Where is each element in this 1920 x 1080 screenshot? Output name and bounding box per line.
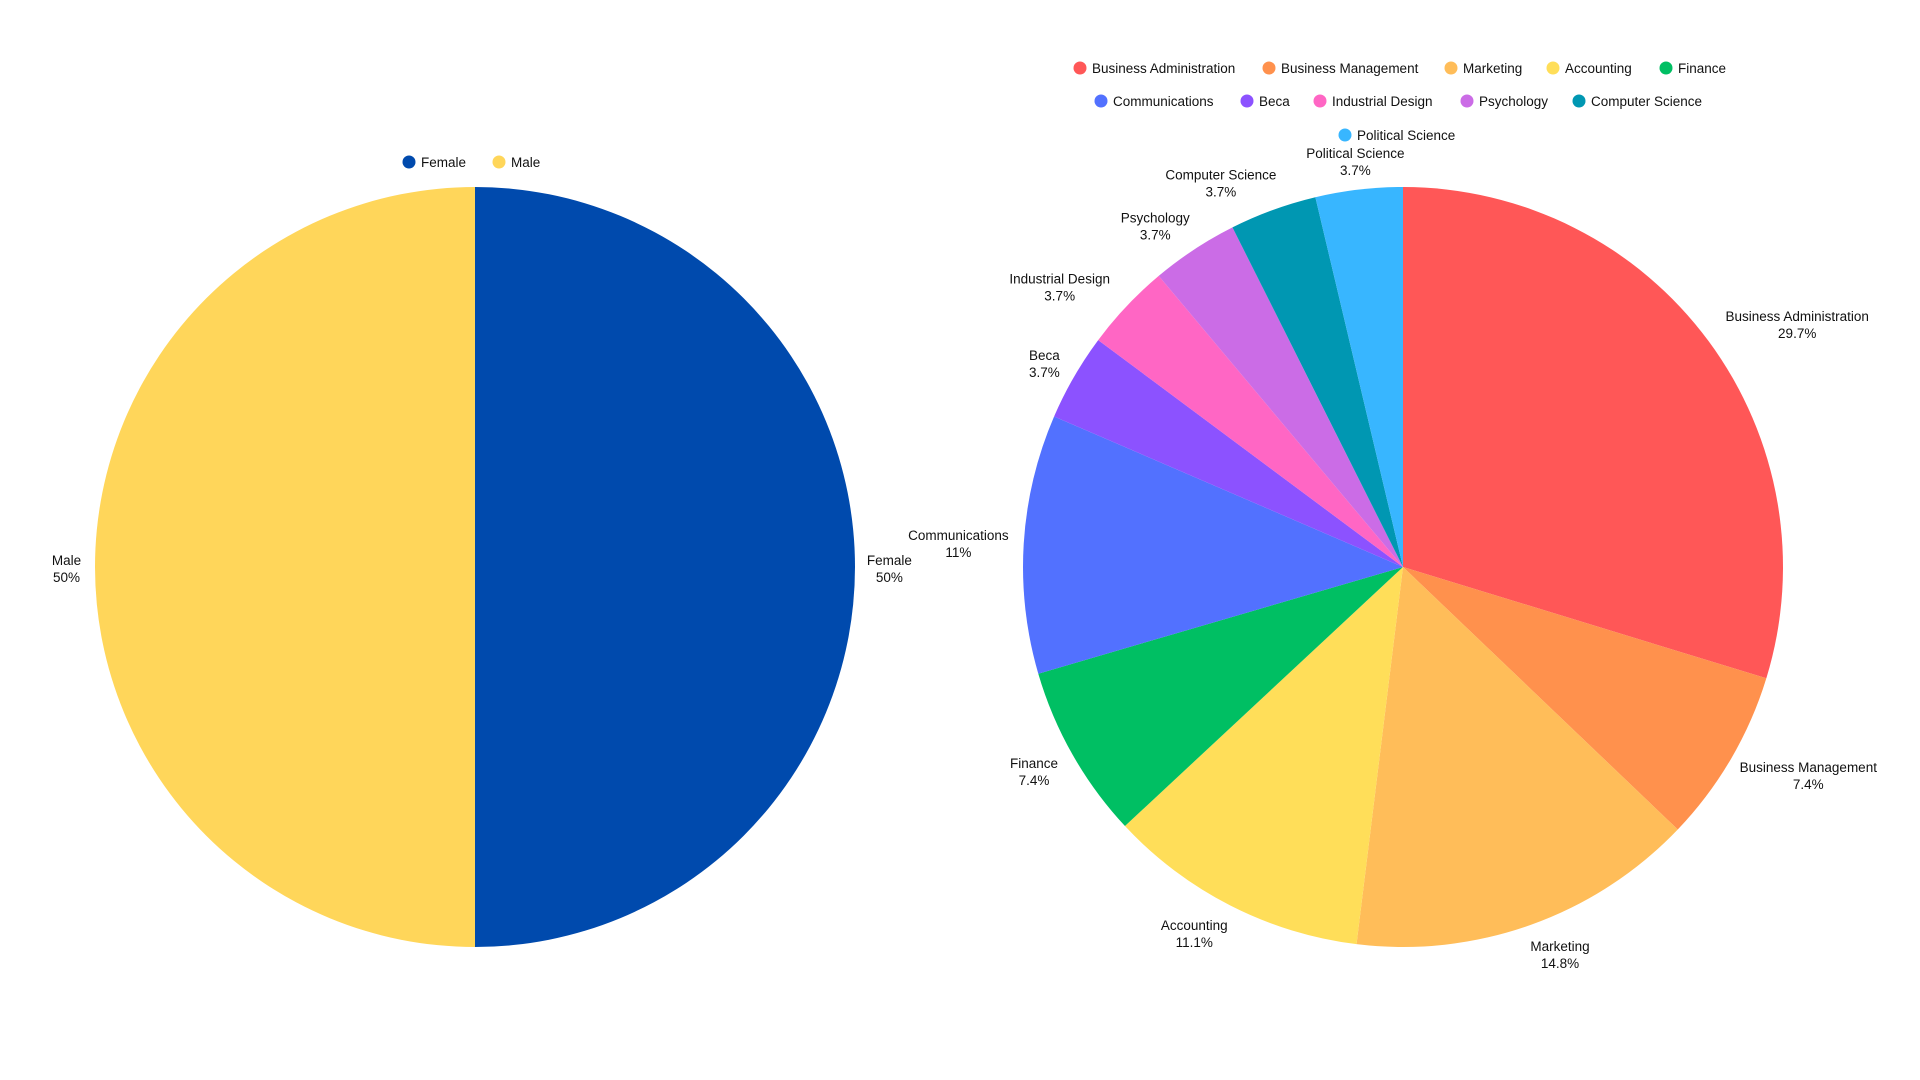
pie-slice-business-management bbox=[1403, 567, 1767, 830]
slice-label-male: Male bbox=[52, 553, 81, 568]
slice-value-political-science: 3.7% bbox=[1340, 163, 1371, 178]
legend-label-business-administration: Business Administration bbox=[1092, 61, 1235, 76]
slice-label-communications: Communications bbox=[908, 528, 1009, 543]
legend-label-communications: Communications bbox=[1113, 94, 1214, 109]
slice-label-beca: Beca bbox=[1029, 348, 1060, 363]
pie-slice-finance bbox=[1038, 567, 1403, 827]
pie-chart-1: Female 50% Male 50% Female Male bbox=[52, 155, 912, 947]
pie-slice-accounting bbox=[1124, 567, 1403, 945]
pie-slice-political-science bbox=[1315, 187, 1403, 567]
legend-label-finance: Finance bbox=[1678, 61, 1726, 76]
legend-swatch-psychology bbox=[1460, 94, 1474, 108]
legend-swatch-business-administration bbox=[1073, 61, 1087, 75]
slice-value-male: 50% bbox=[53, 570, 80, 585]
legend-swatch-marketing bbox=[1444, 61, 1458, 75]
legend-label-marketing: Marketing bbox=[1463, 61, 1522, 76]
legend-label-political-science: Political Science bbox=[1357, 128, 1455, 143]
legend-swatch-business-management bbox=[1262, 61, 1276, 75]
legend-2: Business Administration Business Manageme… bbox=[1073, 61, 1726, 143]
legend-swatch-finance bbox=[1659, 61, 1673, 75]
slice-label-accounting: Accounting bbox=[1161, 918, 1228, 933]
legend-swatch-communications bbox=[1094, 94, 1108, 108]
slice-label-psychology: Psychology bbox=[1121, 210, 1190, 225]
legend-label-computer-science: Computer Science bbox=[1591, 94, 1702, 109]
pie-slice-female bbox=[475, 187, 855, 947]
pie-slice-marketing bbox=[1356, 567, 1678, 948]
pie-slice-computer-science bbox=[1232, 197, 1403, 568]
slice-value-beca: 3.7% bbox=[1029, 365, 1060, 380]
slice-value-psychology: 3.7% bbox=[1140, 227, 1171, 242]
pie-slice-beca bbox=[1054, 340, 1403, 567]
slice-label-female: Female bbox=[867, 553, 912, 568]
legend-label-industrial-design: Industrial Design bbox=[1332, 94, 1433, 109]
slice-value-communications: 11% bbox=[945, 545, 971, 560]
slice-label-industrial-design: Industrial Design bbox=[1009, 272, 1110, 287]
legend-swatch-accounting bbox=[1546, 61, 1560, 75]
legend-swatch-political-science bbox=[1338, 128, 1352, 142]
slice-value-computer-science: 3.7% bbox=[1206, 185, 1237, 200]
slice-label-finance: Finance bbox=[1010, 756, 1058, 771]
legend-label-business-management: Business Management bbox=[1281, 61, 1419, 76]
slice-label-business-administration: Business Administration bbox=[1726, 309, 1869, 324]
slice-label-computer-science: Computer Science bbox=[1165, 168, 1276, 183]
pie-chart-2: Business Administration 29.7% Business Man… bbox=[908, 61, 1877, 971]
legend-swatch-female bbox=[402, 155, 416, 169]
legend-swatch-beca bbox=[1240, 94, 1254, 108]
slice-value-finance: 7.4% bbox=[1019, 773, 1050, 788]
legend-1: Female Male bbox=[402, 155, 540, 170]
legend-label-accounting: Accounting bbox=[1565, 61, 1632, 76]
slice-label-marketing: Marketing bbox=[1530, 939, 1589, 954]
pie-slice-industrial-design bbox=[1098, 275, 1403, 567]
legend-label-female: Female bbox=[421, 155, 466, 170]
pie-slice-psychology bbox=[1158, 227, 1403, 568]
legend-label-beca: Beca bbox=[1259, 94, 1290, 109]
slice-value-female: 50% bbox=[876, 570, 903, 585]
slice-value-accounting: 11.1% bbox=[1176, 935, 1213, 950]
slice-value-business-management: 7.4% bbox=[1793, 777, 1824, 792]
pie-slice-business-administration bbox=[1403, 187, 1783, 679]
pie-slice-communications bbox=[1023, 416, 1403, 674]
pie-slice-male bbox=[95, 187, 475, 947]
legend-swatch-industrial-design bbox=[1313, 94, 1327, 108]
slice-label-business-management: Business Management bbox=[1740, 760, 1878, 775]
legend-label-psychology: Psychology bbox=[1479, 94, 1548, 109]
slice-value-business-administration: 29.7% bbox=[1778, 326, 1816, 341]
legend-swatch-computer-science bbox=[1572, 94, 1586, 108]
slice-value-industrial-design: 3.7% bbox=[1044, 289, 1075, 304]
slice-value-marketing: 14.8% bbox=[1541, 956, 1579, 971]
legend-label-male: Male bbox=[511, 155, 540, 170]
slice-label-political-science: Political Science bbox=[1306, 146, 1404, 161]
legend-swatch-male bbox=[492, 155, 506, 169]
